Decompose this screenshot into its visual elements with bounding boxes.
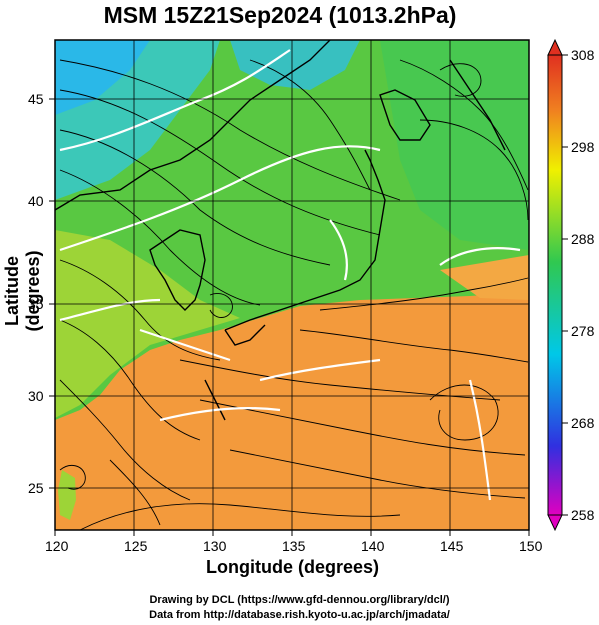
- colorbar-label: 268: [571, 415, 595, 431]
- colorbar: [547, 38, 568, 532]
- x-tick-label: 125: [124, 538, 148, 554]
- streamlines: [59, 59, 529, 530]
- y-tick-label: 25: [28, 480, 44, 496]
- colorbar-bottom-triangle: [547, 514, 563, 532]
- coastlines: [55, 40, 506, 421]
- x-tick-label: 135: [282, 538, 306, 554]
- x-tick-label: 145: [440, 538, 464, 554]
- colorbar-label: 298: [571, 139, 595, 155]
- chart-title: MSM 15Z21Sep2024 (1013.2hPa): [103, 2, 457, 28]
- y-tick-label: 30: [28, 388, 44, 404]
- y-tick-label: 40: [28, 193, 44, 209]
- x-tick-label: 150: [519, 538, 543, 554]
- colorbar-label: 288: [571, 231, 595, 247]
- x-tick-label: 120: [45, 538, 69, 554]
- y-tick-label: 35: [28, 296, 44, 312]
- colorbar-label: 278: [571, 323, 595, 339]
- x-tick-label: 140: [361, 538, 385, 554]
- x-axis-label: Longitude (degrees): [205, 557, 379, 577]
- y-tick-label: 45: [28, 91, 44, 107]
- colorbar-label: 258: [571, 507, 595, 523]
- credit-drawing: Drawing by DCL (https://www.gfd-dennou.o…: [149, 594, 450, 606]
- x-tick-label: 130: [203, 538, 227, 554]
- tick-marks: [49, 98, 530, 536]
- credit-data: Data from http://database.rish.kyoto-u.a…: [149, 609, 450, 621]
- isotherms: [59, 49, 521, 501]
- colorbar-label: 308: [571, 47, 595, 63]
- grid-lines: [55, 40, 529, 530]
- colorbar-top-triangle: [547, 38, 563, 56]
